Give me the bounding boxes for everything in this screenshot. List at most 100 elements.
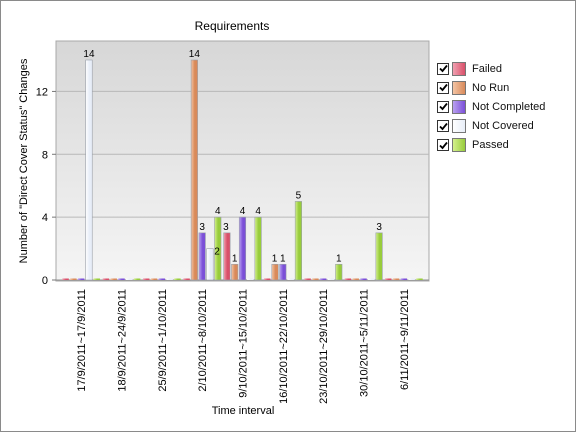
bar-not-covered <box>368 278 375 280</box>
bar-passed <box>294 201 302 281</box>
x-tick-label: 18/9/2011~24/9/2011 <box>117 289 129 392</box>
data-label: 3 <box>376 222 382 233</box>
checkmark-icon <box>438 141 448 150</box>
bar-not-completed <box>198 232 206 281</box>
bar-failed <box>263 278 271 280</box>
legend-item-failed[interactable]: Failed <box>437 59 545 78</box>
bar-passed <box>174 278 181 280</box>
bar-passed <box>254 216 262 281</box>
bar-no-run <box>271 263 279 281</box>
bar-failed <box>304 278 311 280</box>
x-tick-label: 2/10/2011~8/10/2011 <box>197 289 209 392</box>
bar-not-covered <box>166 278 173 280</box>
y-tick-label: 4 <box>42 212 48 224</box>
y-axis-label: Number of "Direct Cover Status" Changes <box>18 58 30 263</box>
legend-item-passed[interactable]: Passed <box>437 136 545 155</box>
bar-no-run <box>190 59 198 281</box>
y-tick-label: 0 <box>42 275 48 287</box>
bar-failed <box>62 278 69 280</box>
bar-no-run <box>150 278 158 280</box>
chart-legend: Failed No Run Not Completed Not Covered Pass… <box>437 59 545 155</box>
legend-label: Passed <box>472 139 509 152</box>
bar-no-run <box>231 263 239 281</box>
x-axis-label: Time interval <box>212 405 275 417</box>
data-label: 14 <box>189 49 201 60</box>
bar-passed <box>375 232 383 281</box>
bar-failed <box>142 278 150 280</box>
data-label: 3 <box>223 222 229 233</box>
bar-passed <box>133 278 141 280</box>
data-label: 3 <box>199 222 205 233</box>
data-label: 1 <box>272 253 278 264</box>
bar-no-run <box>110 278 117 280</box>
legend-swatch <box>452 119 466 134</box>
bar-failed <box>384 278 392 280</box>
legend-label: Not Covered <box>472 120 534 133</box>
legend-item-not-covered[interactable]: Not Covered <box>437 117 545 136</box>
legend-checkbox[interactable] <box>437 100 449 113</box>
bar-no-run <box>70 278 77 280</box>
data-label: 2 <box>214 247 220 258</box>
checkmark-icon <box>438 103 448 111</box>
legend-swatch <box>452 99 466 114</box>
bar-no-run <box>392 278 400 280</box>
bar-not-covered <box>287 278 294 280</box>
bar-not-completed <box>118 278 125 280</box>
x-tick-label: 17/9/2011~17/9/2011 <box>76 289 88 392</box>
bar-failed <box>223 232 231 281</box>
x-tick-label: 6/11/2011~9/11/2011 <box>399 289 411 390</box>
bar-not-completed <box>238 216 247 281</box>
data-label: 1 <box>336 253 342 264</box>
bar-not-covered <box>126 278 133 280</box>
data-label: 1 <box>232 253 238 264</box>
data-label: 4 <box>215 206 221 217</box>
bar-no-run <box>352 278 359 280</box>
bar-passed <box>214 216 222 281</box>
bar-failed <box>344 278 352 280</box>
legend-label: Failed <box>472 62 502 75</box>
bar-no-run <box>312 278 319 280</box>
x-tick-label: 25/9/2011~1/10/2011 <box>157 289 169 392</box>
checkmark-icon <box>438 84 448 92</box>
bar-failed <box>183 278 190 280</box>
legend-checkbox[interactable] <box>437 62 449 75</box>
bar-not-completed <box>400 278 408 280</box>
bar-not-completed <box>279 263 287 281</box>
bar-not-covered <box>85 59 93 281</box>
legend-item-not-completed[interactable]: Not Completed <box>437 97 545 116</box>
legend-swatch <box>452 80 466 95</box>
legend-checkbox[interactable] <box>437 120 449 133</box>
legend-checkbox[interactable] <box>437 139 449 152</box>
bar-failed <box>102 278 110 280</box>
legend-label: Not Completed <box>472 100 546 113</box>
x-tick-label: 30/10/2011~5/11/2011 <box>359 289 371 397</box>
bar-not-covered <box>408 278 415 280</box>
legend-label: No Run <box>472 81 510 94</box>
bar-passed <box>93 278 101 280</box>
legend-item-no-run[interactable]: No Run <box>437 78 545 97</box>
chart-title: Requirements <box>195 19 270 33</box>
x-tick-label: 16/10/2011~22/10/2011 <box>278 289 290 404</box>
data-label: 14 <box>83 49 95 60</box>
bar-passed <box>416 278 423 280</box>
x-tick-label: 23/10/2011~29/10/2011 <box>318 289 330 404</box>
legend-swatch <box>452 61 466 76</box>
bar-not-covered <box>247 278 254 280</box>
data-label: 5 <box>296 190 302 201</box>
data-label: 1 <box>280 253 286 264</box>
x-tick-label: 9/10/2011~15/10/2011 <box>238 289 250 398</box>
checkmark-icon <box>438 65 448 73</box>
bar-not-covered <box>206 248 214 281</box>
y-tick-label: 8 <box>42 149 48 161</box>
data-label: 4 <box>255 206 261 217</box>
bar-not-completed <box>319 278 327 280</box>
bar-passed <box>335 263 343 281</box>
legend-checkbox[interactable] <box>437 81 449 94</box>
data-label: 4 <box>240 206 246 217</box>
bar-not-completed <box>158 278 166 280</box>
legend-swatch <box>452 138 466 153</box>
checkmark-icon <box>438 122 448 130</box>
bar-not-covered <box>327 278 335 280</box>
